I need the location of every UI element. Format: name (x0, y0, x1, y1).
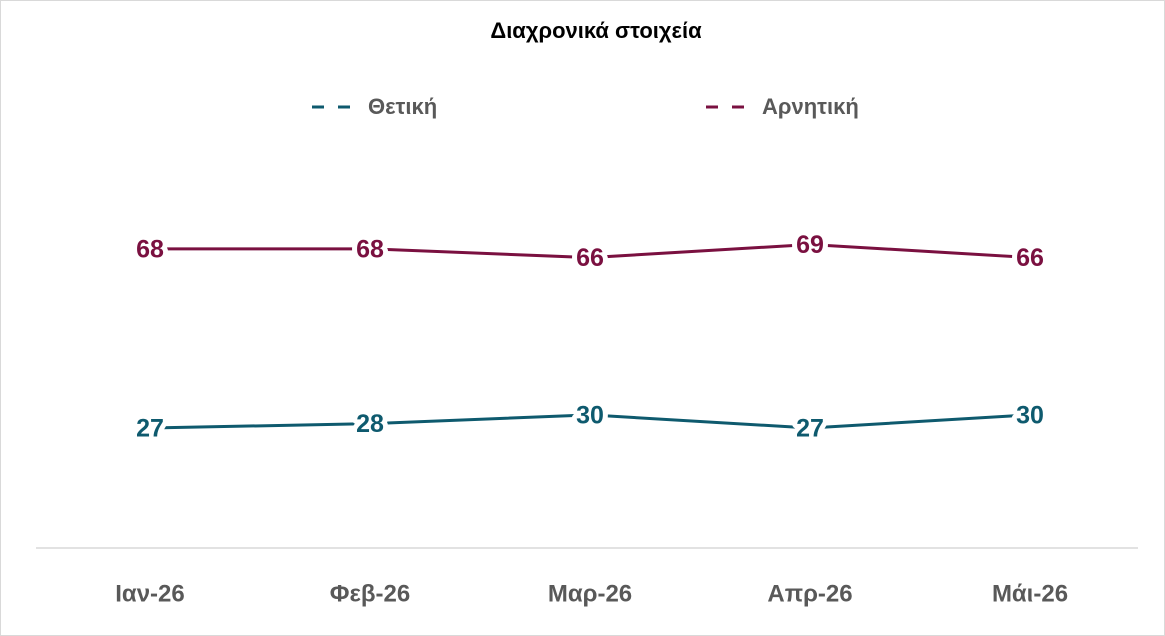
data-label: 68 (136, 235, 164, 263)
chart-title: Διαχρονικά στοιχεία (490, 18, 702, 43)
data-label: 30 (576, 402, 604, 430)
data-label: 68 (356, 235, 384, 263)
data-label: 66 (576, 244, 604, 272)
x-tick-label: Ιαν-26 (115, 580, 184, 607)
x-tick-label: Φεβ-26 (330, 580, 410, 607)
legend-label: Αρνητική (762, 94, 859, 119)
x-tick-label: Απρ-26 (767, 580, 852, 607)
x-tick-label: Μαρ-26 (548, 580, 632, 607)
data-label: 30 (1016, 402, 1044, 430)
data-label: 69 (796, 231, 824, 259)
x-tick-label: Μάι-26 (992, 580, 1068, 607)
data-label: 27 (796, 415, 824, 443)
data-label: 66 (1016, 244, 1044, 272)
series-line (149, 413, 1031, 430)
data-label: 27 (136, 415, 164, 443)
legend-label: Θετική (368, 94, 437, 119)
data-label: 28 (356, 410, 384, 438)
series-line (150, 242, 1031, 260)
